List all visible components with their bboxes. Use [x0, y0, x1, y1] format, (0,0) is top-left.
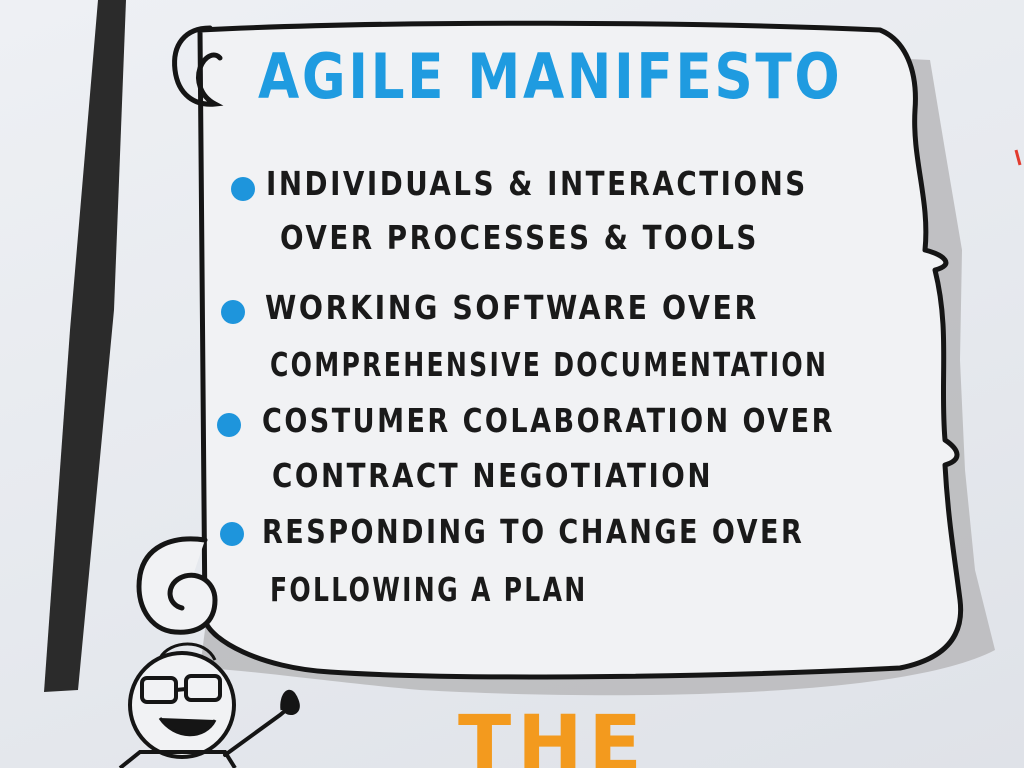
- bullet-dot-3: [217, 413, 241, 437]
- bullet-dot-1: [231, 177, 255, 201]
- value-4-line-1: RESPONDING TO CHANGE OVER: [262, 512, 805, 551]
- figure-smile: [158, 717, 217, 737]
- scroll-top-roll: [172, 25, 224, 107]
- value-1-line-1: INDIVIDUALS & INTERACTIONS: [266, 164, 808, 203]
- value-3-line-1: COSTUMER COLABORATION OVER: [262, 401, 835, 440]
- stick-figure: [118, 642, 300, 768]
- scroll-bottom-roll: [136, 536, 218, 635]
- figure-body: [118, 750, 237, 768]
- vertical-marker-bar: [44, 0, 126, 692]
- value-2-line-2: COMPREHENSIVE DOCUMENTATION: [270, 345, 829, 384]
- value-3-line-2: CONTRACT NEGOTIATION: [272, 456, 714, 495]
- bullet-dot-4: [220, 522, 244, 546]
- red-edge-mark: [1014, 149, 1022, 166]
- scroll-body: [197, 20, 964, 680]
- figure-hair: [158, 642, 217, 661]
- figure-hand: [280, 689, 300, 715]
- value-2-line-1: WORKING SOFTWARE OVER: [265, 288, 759, 327]
- poster-title: AGILE MANIFESTO: [258, 40, 843, 113]
- value-1-line-2: OVER PROCESSES & TOOLS: [280, 218, 759, 257]
- bullet-dot-2: [221, 300, 245, 324]
- glasses-icon: [140, 674, 222, 704]
- footer-word-the: THE: [458, 700, 648, 768]
- value-4-line-2: FOLLOWING A PLAN: [270, 570, 588, 609]
